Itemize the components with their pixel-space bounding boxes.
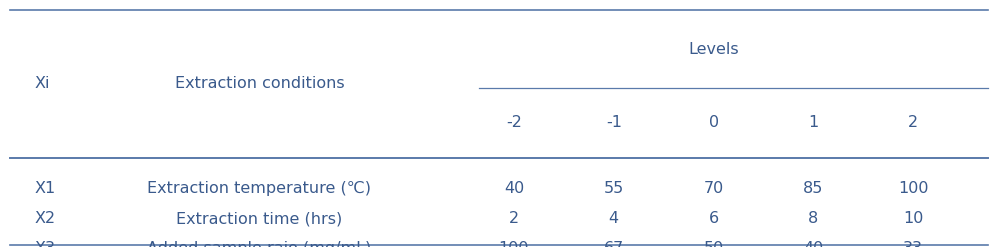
Text: 2: 2: [509, 211, 519, 226]
Text: 8: 8: [808, 211, 818, 226]
Text: -1: -1: [606, 115, 622, 130]
Text: 6: 6: [709, 211, 719, 226]
Text: 100: 100: [898, 182, 928, 196]
Text: Added sample raio (mg/mL): Added sample raio (mg/mL): [148, 241, 371, 247]
Text: Extraction temperature (℃): Extraction temperature (℃): [148, 182, 371, 196]
Text: 40: 40: [803, 241, 823, 247]
Text: 55: 55: [604, 182, 624, 196]
Text: 67: 67: [604, 241, 624, 247]
Text: 85: 85: [803, 182, 823, 196]
Text: 40: 40: [504, 182, 524, 196]
Text: X2: X2: [35, 211, 56, 226]
Text: Xi: Xi: [35, 77, 51, 91]
Text: 50: 50: [704, 241, 724, 247]
Text: X3: X3: [35, 241, 56, 247]
Text: -2: -2: [506, 115, 522, 130]
Text: 1: 1: [808, 115, 818, 130]
Text: 10: 10: [903, 211, 923, 226]
Text: 33: 33: [903, 241, 923, 247]
Text: 2: 2: [908, 115, 918, 130]
Text: 70: 70: [704, 182, 724, 196]
Text: 4: 4: [609, 211, 619, 226]
Text: 0: 0: [709, 115, 719, 130]
Text: Extraction time (hrs): Extraction time (hrs): [177, 211, 342, 226]
Text: X1: X1: [35, 182, 56, 196]
Text: Extraction conditions: Extraction conditions: [175, 77, 344, 91]
Text: Levels: Levels: [689, 42, 739, 57]
Text: 100: 100: [499, 241, 529, 247]
